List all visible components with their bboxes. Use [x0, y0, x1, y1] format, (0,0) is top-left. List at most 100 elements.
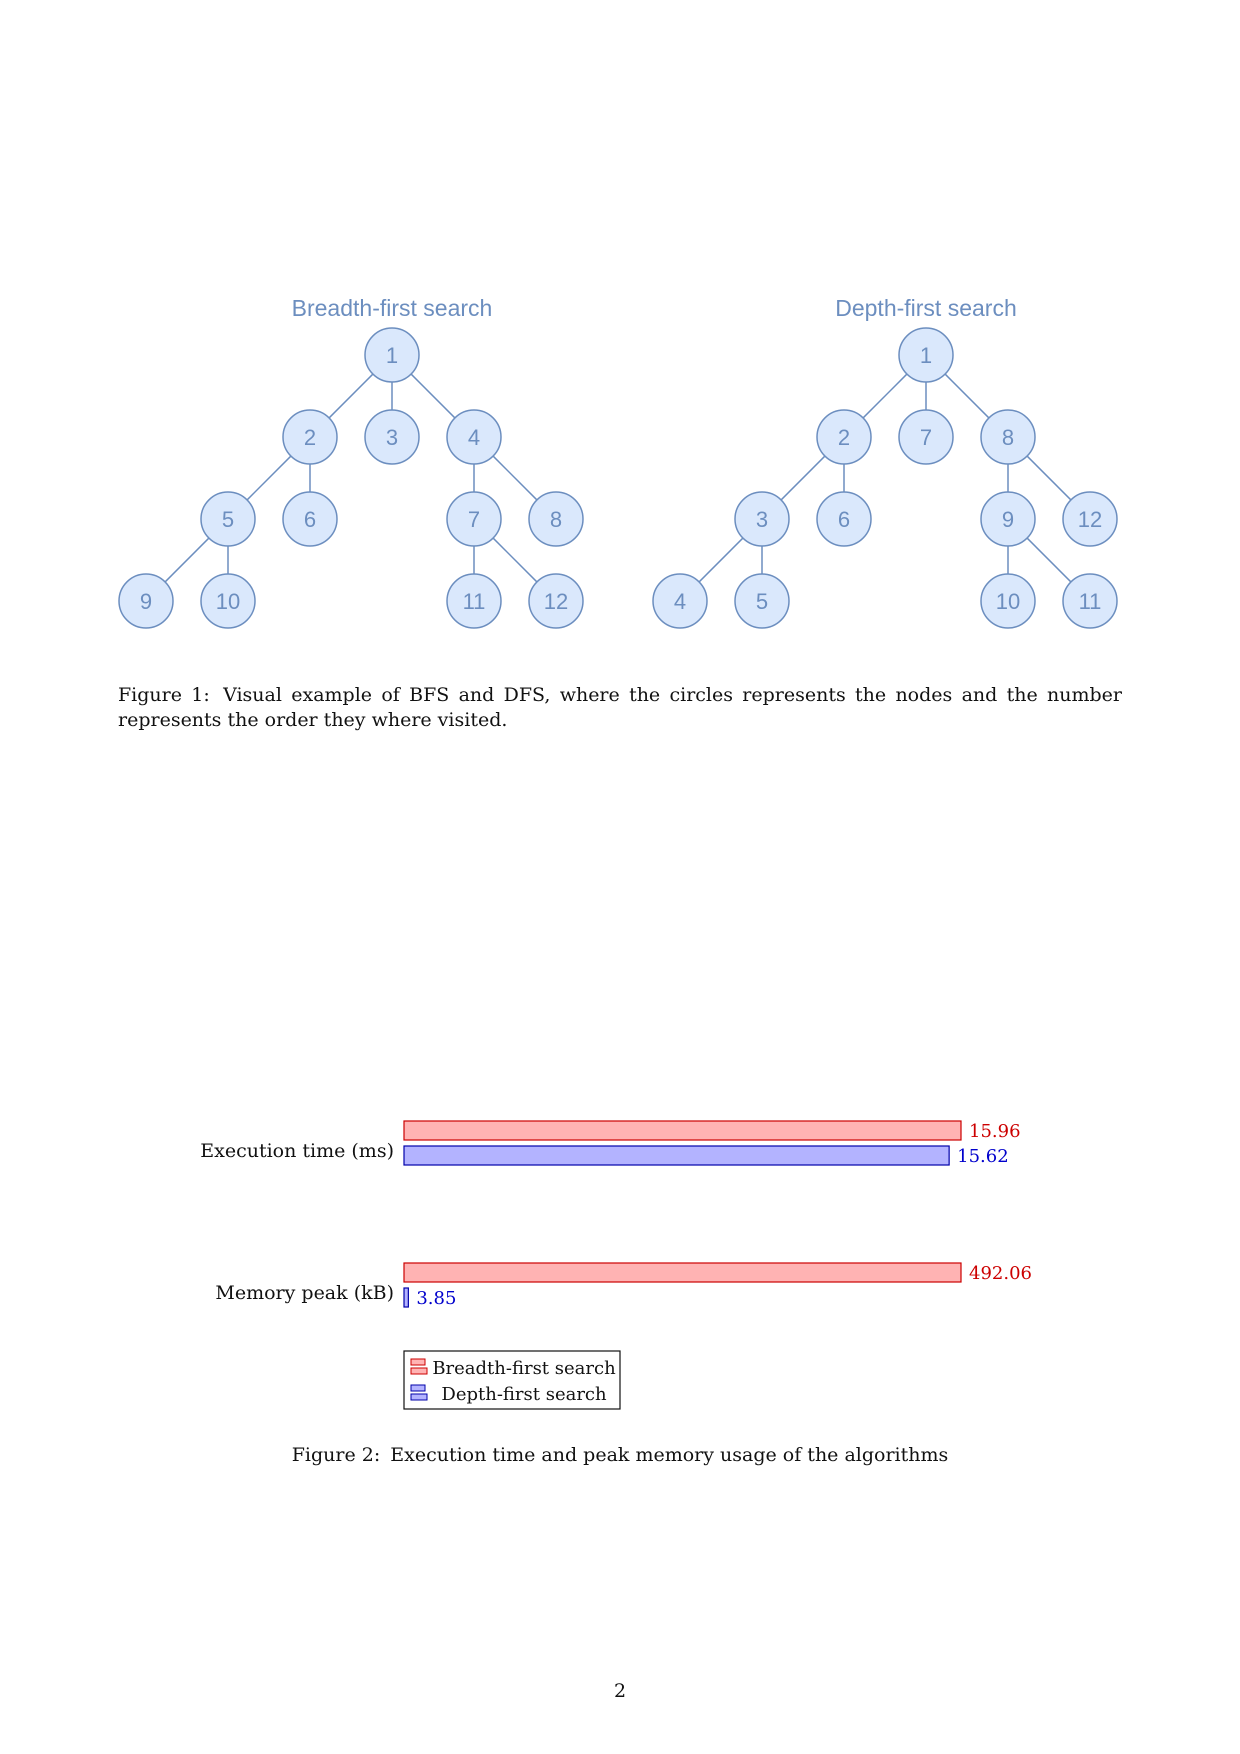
dfs-node-label: 4 — [674, 589, 686, 614]
bfs-edge — [164, 537, 210, 583]
dfs-node-circle — [898, 327, 954, 383]
bfs-node-circle — [200, 573, 256, 629]
dfs-edge — [1026, 455, 1072, 501]
dfs-node-label: 3 — [756, 507, 768, 532]
figure1-caption-text: Visual example of BFS and DFS, where the… — [118, 684, 1122, 731]
bfs-tree: 12 3 45 6 7 89 10 11 12 — [118, 327, 584, 629]
dfs-node: 7 — [898, 409, 954, 465]
bar-dfs — [403, 1287, 409, 1308]
bfs-node-circle — [364, 327, 420, 383]
bfs-node-label: 9 — [140, 589, 152, 614]
legend-label: Depth-first search — [441, 1384, 607, 1405]
bfs-node-label: 7 — [468, 507, 480, 532]
bfs-node-label: 12 — [544, 589, 568, 614]
dfs-edge — [1026, 537, 1072, 583]
bfs-node-label: 8 — [550, 507, 562, 532]
figure2-caption-label: Figure 2: — [291, 1444, 381, 1466]
bfs-node: 1 — [364, 327, 420, 383]
bar-value-label: 492.06 — [969, 1263, 1032, 1284]
bfs-node-label: 6 — [304, 507, 316, 532]
bfs-node-label: 4 — [468, 425, 480, 450]
bfs-node-circle — [200, 491, 256, 547]
dfs-node-label: 10 — [996, 589, 1020, 614]
dfs-edge — [944, 373, 990, 419]
bfs-edge — [492, 537, 538, 583]
bfs-node: 12 — [528, 573, 584, 629]
bar-bfs — [403, 1120, 962, 1141]
bar-bfs — [403, 1262, 962, 1283]
bfs-node: 4 — [446, 409, 502, 465]
bfs-edge — [492, 455, 538, 501]
dfs-node-label: 9 — [1002, 507, 1014, 532]
dfs-node: 5 — [734, 573, 790, 629]
bfs-node: 10 — [200, 573, 256, 629]
figure1-caption-label: Figure 1: — [118, 684, 210, 706]
dfs-node-label: 2 — [838, 425, 850, 450]
dfs-edge — [780, 455, 826, 501]
bfs-node-circle — [446, 409, 502, 465]
category-label: Execution time (ms) — [200, 1140, 394, 1162]
bfs-node: 11 — [446, 573, 502, 629]
dfs-node-circle — [734, 491, 790, 547]
page-number: 2 — [613, 1680, 627, 1702]
bfs-node-circle — [528, 491, 584, 547]
bfs-node-circle — [282, 409, 338, 465]
bfs-edge — [410, 373, 456, 419]
bfs-edge — [328, 373, 374, 419]
bar-value-label: 3.85 — [416, 1288, 456, 1309]
performance-bar-chart: Execution time (ms) 15.96 15.62 Memory peak… — [200, 1120, 1032, 1410]
dfs-node-label: 7 — [920, 425, 932, 450]
bfs-node-label: 5 — [222, 507, 234, 532]
dfs-node-label: 1 — [920, 343, 932, 368]
bfs-node-label: 10 — [216, 589, 240, 614]
bfs-node-circle — [364, 409, 420, 465]
dfs-node: 3 — [734, 491, 790, 547]
dfs-node-circle — [898, 409, 954, 465]
bfs-node: 6 — [282, 491, 338, 547]
bfs-node: 2 — [282, 409, 338, 465]
dfs-node-circle — [816, 409, 872, 465]
dfs-node-label: 11 — [1079, 589, 1102, 614]
dfs-node-circle — [980, 491, 1036, 547]
bar-value-label: 15.96 — [969, 1121, 1021, 1142]
dfs-edge — [698, 537, 744, 583]
dfs-node-circle — [734, 573, 790, 629]
figure2-caption: Figure 2: Execution time and peak memory… — [118, 1443, 1122, 1468]
dfs-node-label: 6 — [838, 507, 850, 532]
bfs-node-circle — [528, 573, 584, 629]
dfs-node: 11 — [1062, 573, 1118, 629]
bfs-node-label: 3 — [386, 425, 398, 450]
bfs-node: 7 — [446, 491, 502, 547]
category-label: Memory peak (kB) — [215, 1282, 394, 1304]
dfs-node-circle — [816, 491, 872, 547]
legend-swatch — [410, 1384, 426, 1392]
legend-swatch — [410, 1393, 428, 1401]
dfs-node-circle — [980, 409, 1036, 465]
figure1-tree-diagrams: Breadth-first search Depth-first search … — [118, 295, 1118, 629]
bfs-node-circle — [118, 573, 174, 629]
dfs-node: 8 — [980, 409, 1036, 465]
dfs-node: 4 — [652, 573, 708, 629]
dfs-edge — [862, 373, 908, 419]
legend-swatch — [410, 1367, 428, 1375]
bfs-node: 5 — [200, 491, 256, 547]
bfs-edge — [246, 455, 292, 501]
legend-box — [403, 1350, 621, 1410]
legend-label: Breadth-first search — [432, 1358, 616, 1379]
bfs-node: 9 — [118, 573, 174, 629]
bfs-node-circle — [446, 573, 502, 629]
dfs-node-circle — [1062, 573, 1118, 629]
figure2-caption-text: Execution time and peak memory usage of … — [390, 1444, 949, 1466]
dfs-node: 6 — [816, 491, 872, 547]
legend-swatch — [410, 1358, 426, 1366]
dfs-node-circle — [980, 573, 1036, 629]
dfs-node: 2 — [816, 409, 872, 465]
bfs-node-circle — [446, 491, 502, 547]
dfs-node-label: 5 — [756, 589, 768, 614]
dfs-node-circle — [652, 573, 708, 629]
dfs-node-circle — [1062, 491, 1118, 547]
dfs-node: 12 — [1062, 491, 1118, 547]
dfs-node-label: 12 — [1078, 507, 1102, 532]
dfs-title: Depth-first search — [835, 295, 1017, 321]
bfs-node-circle — [282, 491, 338, 547]
